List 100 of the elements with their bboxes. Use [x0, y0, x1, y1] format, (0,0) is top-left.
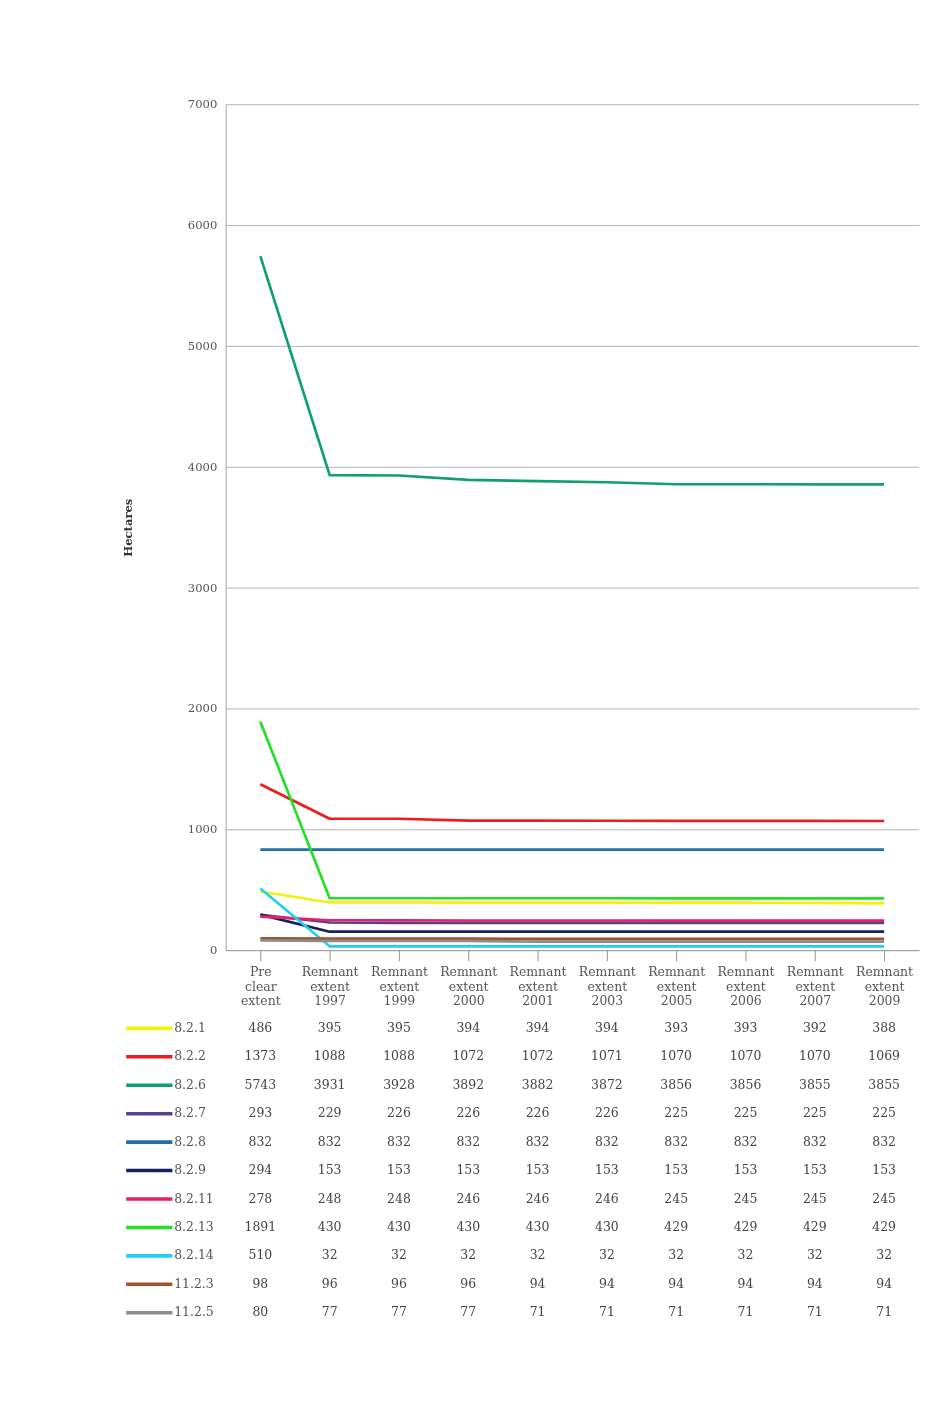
data-label: 225	[872, 1105, 896, 1121]
data-label: 429	[872, 1218, 897, 1234]
data-label: 94	[529, 1275, 546, 1291]
data-label: 832	[387, 1133, 411, 1149]
legend-label: 8.2.1	[174, 1019, 206, 1035]
data-label: 293	[248, 1105, 273, 1121]
data-label: 430	[595, 1218, 619, 1234]
data-label: 394	[525, 1019, 550, 1035]
legend-label: 8.2.13	[174, 1218, 214, 1234]
data-label: 3856	[660, 1076, 693, 1092]
data-label: 3892	[452, 1076, 485, 1092]
data-label: 1069	[868, 1048, 901, 1064]
x-tick-label: Remnant extent 2003	[578, 964, 636, 1008]
data-label: 225	[802, 1105, 827, 1121]
data-label: 429	[664, 1218, 689, 1234]
y-tick-label: 1000	[187, 822, 218, 837]
data-label: 94	[668, 1275, 685, 1291]
legend-label: 11.2.5	[174, 1304, 214, 1320]
data-label: 1071	[591, 1048, 623, 1064]
data-label: 225	[664, 1105, 689, 1121]
y-tick-label: 2000	[187, 701, 218, 716]
data-label: 1891	[244, 1218, 277, 1234]
legend-label: 8.2.7	[174, 1105, 206, 1121]
data-label: 1070	[729, 1048, 762, 1064]
data-label: 245	[733, 1190, 758, 1206]
line-series	[259, 254, 886, 486]
y-tick-label: 3000	[187, 580, 218, 595]
data-label: 32	[460, 1247, 477, 1263]
data-label: 71	[668, 1304, 685, 1320]
x-tick-label: Remnant extent 2005	[648, 964, 706, 1008]
data-label: 248	[387, 1190, 411, 1206]
data-label: 94	[737, 1275, 754, 1291]
data-label: 832	[733, 1133, 758, 1149]
legend-label: 11.2.3	[174, 1275, 214, 1291]
data-label: 226	[595, 1105, 619, 1121]
data-label: 71	[876, 1304, 893, 1320]
data-label: 229	[317, 1105, 342, 1121]
data-label: 510	[248, 1247, 273, 1263]
data-label: 226	[387, 1105, 411, 1121]
data-label: 5743	[244, 1076, 277, 1092]
legend-label: 8.2.2	[174, 1048, 206, 1064]
x-tick-label: Pre clear extent	[240, 964, 281, 1008]
data-label: 832	[595, 1133, 619, 1149]
data-label: 226	[525, 1105, 550, 1121]
data-label: 832	[802, 1133, 827, 1149]
data-label: 32	[668, 1247, 685, 1263]
y-tick-label: 4000	[187, 459, 218, 474]
data-label: 153	[872, 1162, 896, 1178]
data-label: 96	[391, 1275, 407, 1291]
data-label: 832	[872, 1133, 896, 1149]
data-label: 394	[595, 1019, 619, 1035]
data-label: 832	[664, 1133, 689, 1149]
data-label: 71	[737, 1304, 754, 1320]
x-tick-label: Remnant extent 2007	[786, 964, 844, 1008]
data-label: 32	[529, 1247, 546, 1263]
data-label: 96	[460, 1275, 477, 1291]
y-tick-label: 5000	[187, 338, 218, 353]
data-label: 71	[598, 1304, 615, 1320]
data-label: 3931	[313, 1076, 346, 1092]
data-label: 153	[387, 1162, 411, 1178]
data-label: 395	[317, 1019, 342, 1035]
data-label: 246	[456, 1190, 481, 1206]
data-label: 226	[456, 1105, 481, 1121]
data-label: 245	[802, 1190, 827, 1206]
y-tick-label: 7000	[187, 97, 218, 112]
data-label: 96	[321, 1275, 338, 1291]
data-label: 246	[595, 1190, 619, 1206]
data-label: 71	[529, 1304, 546, 1320]
data-label: 3855	[798, 1076, 831, 1092]
data-label: 153	[733, 1162, 758, 1178]
data-label: 1072	[452, 1048, 485, 1064]
data-label: 430	[317, 1218, 342, 1234]
x-tick-label: Remnant extent 2006	[717, 964, 775, 1008]
data-label: 245	[872, 1190, 896, 1206]
data-label: 248	[317, 1190, 342, 1206]
data-label: 80	[252, 1304, 269, 1320]
data-label: 153	[525, 1162, 550, 1178]
data-label: 32	[737, 1247, 754, 1263]
data-label: 430	[387, 1218, 411, 1234]
data-label: 32	[321, 1247, 338, 1263]
data-label: 395	[387, 1019, 411, 1035]
data-label: 429	[733, 1218, 758, 1234]
data-label: 246	[525, 1190, 550, 1206]
x-tick-label: Remnant extent 2001	[509, 964, 567, 1008]
legend-label: 8.2.8	[174, 1133, 206, 1149]
data-label: 832	[317, 1133, 342, 1149]
legend-label: 8.2.11	[174, 1190, 214, 1206]
data-label: 94	[598, 1275, 615, 1291]
data-label: 77	[321, 1304, 338, 1320]
data-label: 94	[876, 1275, 893, 1291]
data-label: 153	[456, 1162, 481, 1178]
y-tick-label: 0	[209, 943, 218, 958]
data-label: 3928	[383, 1076, 415, 1092]
data-label: 430	[525, 1218, 550, 1234]
x-tick-label: Remnant extent 2009	[856, 964, 914, 1008]
data-label: 153	[664, 1162, 689, 1178]
data-label: 153	[595, 1162, 619, 1178]
data-label: 1072	[521, 1048, 554, 1064]
data-label: 3855	[868, 1076, 900, 1092]
x-tick-label: Remnant extent 2000	[440, 964, 498, 1008]
